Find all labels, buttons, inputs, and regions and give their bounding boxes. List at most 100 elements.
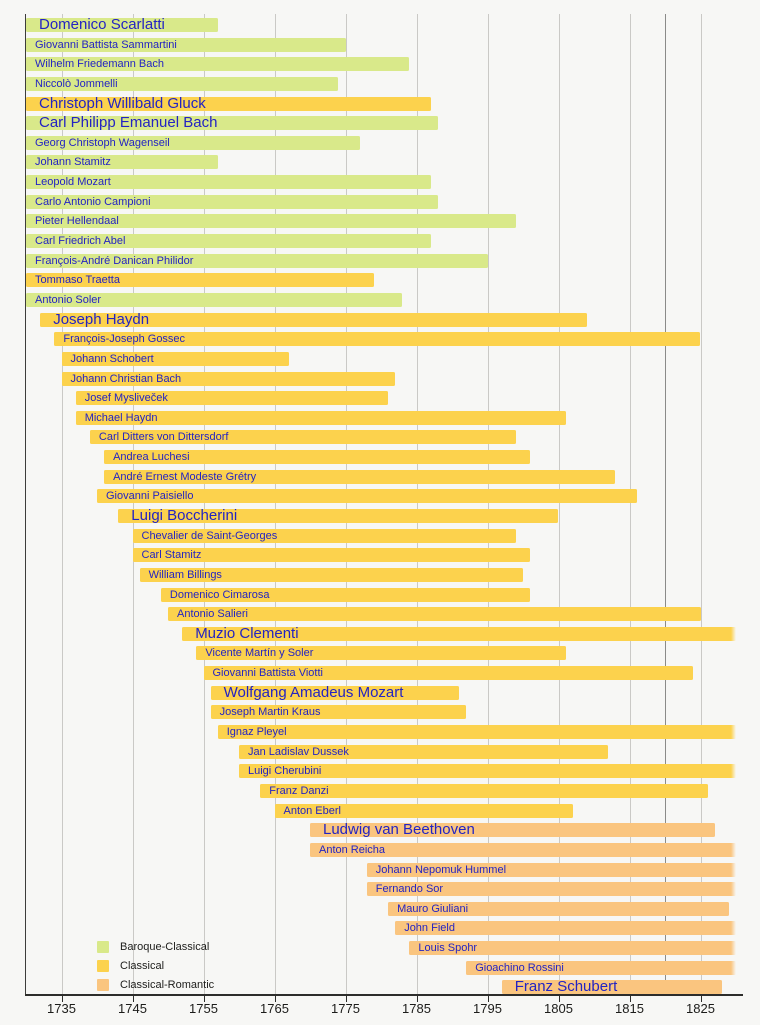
composer-bar[interactable]: Johann Christian Bach bbox=[61, 371, 396, 386]
composer-name[interactable]: André Ernest Modeste Grétry bbox=[113, 470, 257, 483]
composer-bar[interactable]: Joseph Haydn bbox=[40, 310, 587, 328]
composer-name[interactable]: Giovanni Battista Viotti bbox=[212, 667, 323, 680]
composer-name[interactable]: Johann Nepomuk Hummel bbox=[375, 863, 507, 876]
composer-name[interactable]: Wilhelm Friedemann Bach bbox=[35, 58, 164, 71]
composer-name[interactable]: Giovanni Paisiello bbox=[106, 490, 194, 503]
composer-bar[interactable]: Antonio Salieri bbox=[168, 607, 701, 622]
composer-name[interactable]: Niccolò Jommelli bbox=[35, 77, 118, 90]
composer-name[interactable]: Vicente Martín y Soler bbox=[205, 647, 314, 660]
composer-name[interactable]: Carl Ditters von Dittersdorf bbox=[98, 431, 229, 444]
composer-name[interactable]: Giovanni Battista Sammartini bbox=[35, 38, 177, 51]
composer-bar[interactable]: William Billings bbox=[139, 567, 523, 582]
composer-bar[interactable]: Michael Haydn bbox=[75, 410, 566, 425]
composer-name[interactable]: François-Joseph Gossec bbox=[63, 333, 186, 346]
composer-bar[interactable]: Ignaz Pleyel bbox=[217, 725, 736, 740]
composer-name[interactable]: Domenico Cimarosa bbox=[169, 588, 270, 601]
composer-bar[interactable]: Giovanni Paisiello bbox=[97, 489, 637, 504]
composer-name[interactable]: Leopold Mozart bbox=[35, 176, 111, 189]
composer-name[interactable]: Luigi Cherubini bbox=[248, 765, 322, 778]
composer-name[interactable]: Domenico Scarlatti bbox=[39, 16, 165, 33]
composer-name[interactable]: Johann Christian Bach bbox=[70, 372, 182, 385]
composer-bar[interactable]: Vicente Martín y Soler bbox=[196, 646, 566, 661]
composer-bar[interactable]: John Field bbox=[395, 921, 736, 936]
composer-bar[interactable]: Johann Stamitz bbox=[26, 155, 218, 170]
composer-bar[interactable]: Ludwig van Beethoven bbox=[310, 821, 715, 839]
composer-name[interactable]: Gioachino Rossini bbox=[475, 961, 564, 974]
composer-bar[interactable]: Pieter Hellendaal bbox=[26, 214, 516, 229]
composer-bar[interactable]: Tommaso Traetta bbox=[26, 273, 374, 288]
composer-bar[interactable]: Christoph Willibald Gluck bbox=[26, 94, 431, 112]
composer-name[interactable]: Carlo Antonio Campioni bbox=[35, 195, 151, 208]
composer-bar[interactable]: Leopold Mozart bbox=[26, 175, 431, 190]
composer-name[interactable]: Tommaso Traetta bbox=[35, 274, 120, 287]
composer-name[interactable]: Franz Schubert bbox=[514, 978, 618, 996]
composer-name[interactable]: Joseph Haydn bbox=[53, 310, 150, 328]
composer-bar[interactable]: Gioachino Rossini bbox=[466, 960, 736, 975]
composer-bar[interactable]: Antonio Soler bbox=[26, 292, 403, 307]
composer-bar[interactable]: Luigi Cherubini bbox=[239, 764, 736, 779]
composer-bar[interactable]: François-André Danican Philidor bbox=[26, 253, 488, 268]
composer-name[interactable]: Carl Philipp Emanuel Bach bbox=[39, 114, 218, 132]
composer-name[interactable]: Pieter Hellendaal bbox=[35, 215, 119, 228]
composer-bar[interactable]: Louis Spohr bbox=[409, 941, 736, 956]
composer-name[interactable]: Carl Stamitz bbox=[141, 549, 202, 562]
composer-name[interactable]: Ignaz Pleyel bbox=[226, 726, 287, 739]
composer-name[interactable]: Anton Eberl bbox=[283, 804, 341, 817]
composer-name[interactable]: Josef Mysliveček bbox=[84, 392, 168, 405]
composer-name[interactable]: Ludwig van Beethoven bbox=[323, 821, 475, 839]
composer-name[interactable]: Mauro Giuliani bbox=[397, 902, 469, 915]
composer-name[interactable]: Christoph Willibald Gluck bbox=[39, 94, 206, 112]
composer-bar[interactable]: Jan Ladislav Dussek bbox=[239, 744, 609, 759]
composer-bar[interactable]: Giovanni Battista Viotti bbox=[203, 666, 694, 681]
composer-bar[interactable]: Georg Christoph Wagenseil bbox=[26, 135, 360, 150]
composer-name[interactable]: Antonio Salieri bbox=[177, 608, 248, 621]
composer-name[interactable]: Johann Schobert bbox=[70, 352, 154, 365]
composer-bar[interactable]: Chevalier de Saint-Georges bbox=[132, 528, 516, 543]
composer-bar[interactable]: Johann Schobert bbox=[61, 351, 289, 366]
composer-name[interactable]: Andrea Luchesi bbox=[113, 451, 190, 464]
composer-bar[interactable]: Anton Eberl bbox=[274, 803, 573, 818]
composer-name[interactable]: Anton Reicha bbox=[319, 843, 386, 856]
composer-bar[interactable]: Franz Danzi bbox=[260, 783, 708, 798]
composer-bar[interactable]: Muzio Clementi bbox=[182, 624, 736, 642]
composer-name[interactable]: Jan Ladislav Dussek bbox=[248, 745, 349, 758]
composer-name[interactable]: Carl Friedrich Abel bbox=[35, 235, 126, 248]
composer-bar[interactable]: Carl Friedrich Abel bbox=[26, 234, 431, 249]
composer-bar[interactable]: Joseph Martin Kraus bbox=[210, 705, 467, 720]
composer-name[interactable]: Joseph Martin Kraus bbox=[219, 706, 321, 719]
composer-name[interactable]: Fernando Sor bbox=[375, 883, 444, 896]
composer-bar[interactable]: Wilhelm Friedemann Bach bbox=[26, 57, 410, 72]
composer-name[interactable]: Franz Danzi bbox=[269, 784, 329, 797]
composer-bar[interactable]: Johann Nepomuk Hummel bbox=[366, 862, 736, 877]
composer-name[interactable]: John Field bbox=[404, 922, 455, 935]
composer-name[interactable]: Georg Christoph Wagenseil bbox=[35, 136, 170, 149]
composer-bar[interactable]: Carl Philipp Emanuel Bach bbox=[26, 114, 438, 132]
composer-bar[interactable]: Carl Stamitz bbox=[132, 548, 531, 563]
composer-bar[interactable]: Wolfgang Amadeus Mozart bbox=[210, 683, 460, 701]
composer-name[interactable]: Michael Haydn bbox=[84, 411, 158, 424]
composer-name[interactable]: Antonio Soler bbox=[35, 293, 102, 306]
composer-bar[interactable]: Carl Ditters von Dittersdorf bbox=[89, 430, 516, 445]
composer-name[interactable]: Muzio Clementi bbox=[195, 624, 299, 642]
composer-bar[interactable]: Domenico Cimarosa bbox=[160, 587, 531, 602]
composer-bar[interactable]: Fernando Sor bbox=[366, 882, 736, 897]
composer-name[interactable]: Luigi Boccherini bbox=[131, 507, 238, 524]
composer-bar[interactable]: Anton Reicha bbox=[310, 842, 736, 857]
composer-bar[interactable]: Luigi Boccherini bbox=[118, 507, 559, 524]
composer-name[interactable]: Wolfgang Amadeus Mozart bbox=[223, 683, 404, 701]
composer-bar[interactable]: Giovanni Battista Sammartini bbox=[26, 37, 346, 52]
composer-bar[interactable]: Josef Mysliveček bbox=[75, 391, 389, 406]
composer-name[interactable]: Johann Stamitz bbox=[35, 156, 111, 169]
composer-name[interactable]: William Billings bbox=[148, 568, 222, 581]
composer-name[interactable]: François-André Danican Philidor bbox=[35, 254, 194, 267]
composer-bar[interactable]: Andrea Luchesi bbox=[104, 450, 531, 465]
composer-name[interactable]: Chevalier de Saint-Georges bbox=[141, 529, 278, 542]
composer-bar[interactable]: Franz Schubert bbox=[501, 978, 722, 996]
composer-bar[interactable]: Mauro Giuliani bbox=[388, 901, 729, 916]
composer-bar[interactable]: Carlo Antonio Campioni bbox=[26, 194, 438, 209]
composer-bar[interactable]: André Ernest Modeste Grétry bbox=[104, 469, 616, 484]
composer-bar[interactable]: Domenico Scarlatti bbox=[26, 16, 218, 33]
composer-bar[interactable]: Niccolò Jommelli bbox=[26, 76, 339, 91]
composer-name[interactable]: Louis Spohr bbox=[418, 942, 478, 955]
composer-bar[interactable]: François-Joseph Gossec bbox=[54, 332, 701, 347]
